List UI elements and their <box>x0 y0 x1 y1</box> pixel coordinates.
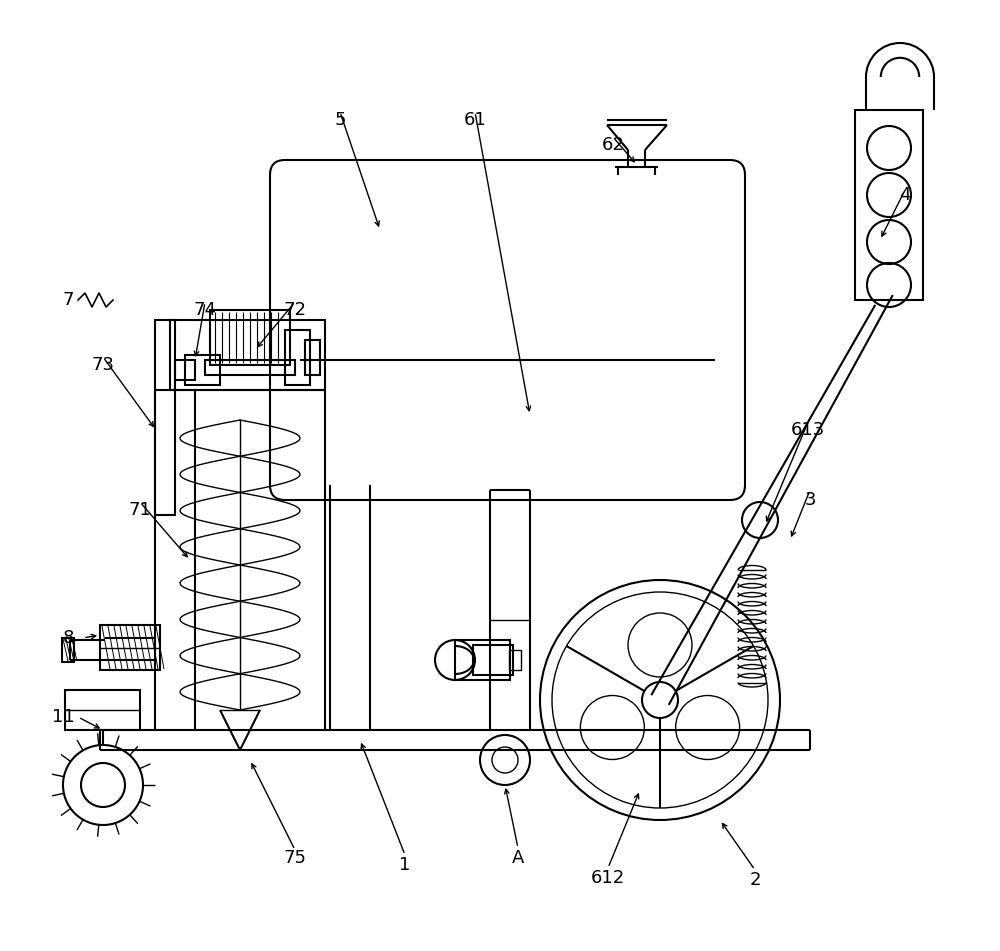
Text: 8: 8 <box>62 629 74 647</box>
Bar <box>509 650 521 670</box>
Bar <box>305 340 320 375</box>
Text: 72: 72 <box>284 301 306 319</box>
Bar <box>175 360 195 380</box>
Bar <box>65 690 140 730</box>
Text: 11: 11 <box>52 708 74 726</box>
Bar <box>205 360 295 375</box>
Text: 4: 4 <box>899 186 911 204</box>
Bar <box>473 645 513 675</box>
Text: 3: 3 <box>804 491 816 509</box>
Text: 5: 5 <box>334 111 346 129</box>
Bar <box>855 110 923 300</box>
Text: 74: 74 <box>194 301 216 319</box>
Text: 613: 613 <box>791 421 825 439</box>
Bar <box>285 330 310 385</box>
Bar <box>170 320 325 390</box>
Bar <box>62 638 74 662</box>
Text: 61: 61 <box>464 111 486 129</box>
Text: A: A <box>512 849 524 867</box>
Bar <box>210 310 290 365</box>
Bar <box>185 355 220 385</box>
Text: 71: 71 <box>129 501 151 519</box>
Bar <box>155 320 175 515</box>
Text: 7: 7 <box>62 291 74 309</box>
Bar <box>100 625 160 670</box>
Text: 2: 2 <box>749 871 761 889</box>
Text: 62: 62 <box>602 136 624 154</box>
Bar <box>455 640 510 680</box>
Text: 612: 612 <box>591 869 625 887</box>
Text: 73: 73 <box>92 356 114 374</box>
Text: 1: 1 <box>399 856 411 874</box>
Text: 75: 75 <box>284 849 306 867</box>
